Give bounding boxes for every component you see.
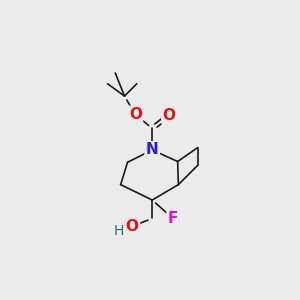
- Text: N: N: [146, 142, 159, 158]
- Text: O: O: [126, 219, 139, 234]
- Text: H: H: [114, 224, 124, 238]
- Text: O: O: [129, 107, 142, 122]
- Text: F: F: [168, 211, 178, 226]
- Text: O: O: [163, 108, 176, 123]
